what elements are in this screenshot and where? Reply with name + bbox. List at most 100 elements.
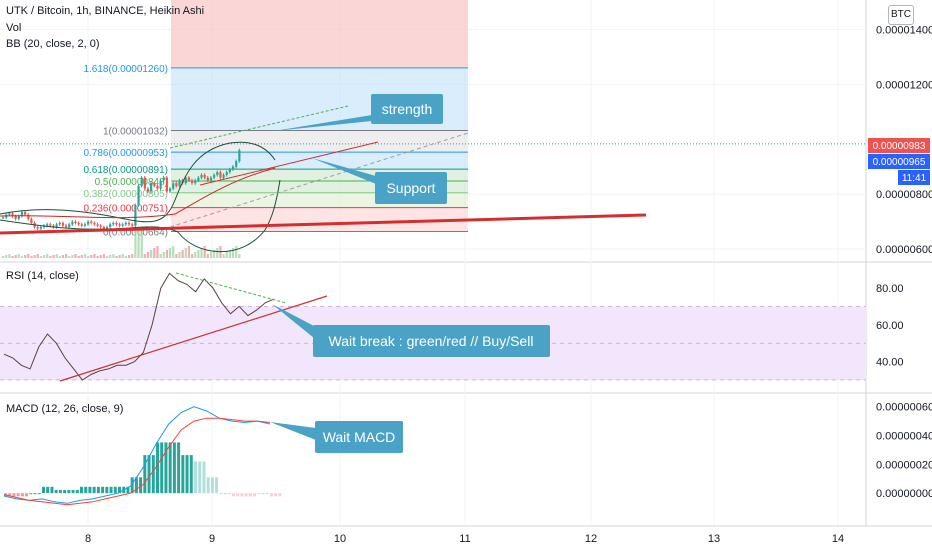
volume-bar — [222, 254, 225, 258]
volume-bar — [27, 254, 30, 258]
macd-histogram-bar — [134, 477, 138, 494]
volume-bar — [87, 256, 90, 258]
volume-bar — [83, 254, 87, 258]
x-tick-label: 11 — [459, 533, 470, 545]
volume-bar — [8, 254, 11, 258]
macd-histogram-bar — [54, 489, 58, 494]
volume-bar — [61, 255, 65, 258]
fib-level-label: 0.382(0.00000805) — [83, 189, 168, 200]
macd-histogram-bar — [96, 486, 100, 494]
candle-body — [162, 177, 165, 181]
candle-body — [109, 224, 112, 228]
candle-body — [121, 224, 124, 226]
macd-histogram-bar — [261, 493, 265, 495]
macd-histogram-bar — [8, 493, 12, 497]
x-tick-label: 12 — [585, 533, 597, 545]
volume-bar — [165, 250, 168, 258]
volume-bar — [105, 256, 109, 258]
macd-histogram-bar — [240, 493, 244, 497]
candle-body — [87, 221, 90, 225]
macd-callout[interactable]: Wait MACD — [270, 421, 403, 453]
volume-bar — [55, 254, 58, 258]
volume-bar — [58, 256, 61, 258]
candle-body — [197, 177, 200, 181]
candle-body — [124, 222, 128, 225]
fib-zone-extension — [171, 0, 468, 68]
macd-histogram-bar — [270, 493, 273, 497]
rsi-callout-box — [313, 325, 550, 357]
macd-line — [3, 406, 271, 504]
volume-bar — [102, 254, 105, 258]
macd-histogram-bar — [50, 486, 54, 494]
macd-histogram-bar — [232, 493, 235, 497]
volume-bar — [143, 254, 146, 258]
candle-body — [131, 224, 134, 226]
macd-callout-box — [315, 421, 403, 453]
last-price-value: 0.00000983 — [873, 141, 926, 152]
rsi-resistance-trendline — [175, 272, 287, 304]
macd-legend[interactable]: MACD (12, 26, close, 9) — [6, 403, 124, 415]
rsi-callout[interactable]: Wait break : green/red // Buy/Sell — [272, 304, 550, 357]
volume-bar — [153, 248, 156, 258]
vol-legend[interactable]: Vol — [6, 22, 22, 34]
volume-bar — [33, 255, 36, 258]
candle-body — [140, 177, 143, 186]
volume-bar — [225, 252, 228, 258]
currency-badge[interactable]: BTC — [888, 5, 914, 25]
macd-histogram-bar — [274, 493, 278, 497]
candle-body — [206, 177, 209, 181]
symbol-legend[interactable]: UTK / Bitcoin, 1h, BINANCE, Heikin Ashi — [6, 5, 205, 17]
macd-histogram-bar — [84, 486, 88, 494]
volume-bar — [131, 254, 134, 258]
price-tick-label: 0.00000800 — [876, 189, 932, 201]
candle-body — [219, 172, 222, 178]
volume-bar — [150, 250, 153, 258]
candle-body — [128, 222, 131, 225]
macd-histogram-bar — [67, 489, 71, 494]
candle-body — [168, 188, 172, 192]
bb-basis — [0, 167, 276, 219]
rsi-legend[interactable]: RSI (14, close) — [6, 270, 79, 282]
volume-bar — [134, 228, 137, 258]
volume-bar — [175, 254, 178, 258]
candle-body — [80, 224, 83, 226]
fib-level-label: 0.236(0.00000751) — [83, 204, 168, 215]
price-tick-label: 0.00001200 — [876, 79, 932, 91]
candle-body — [194, 180, 197, 184]
macd-histogram-bar — [265, 493, 269, 495]
macd-pane — [3, 406, 282, 506]
volume-bar — [181, 250, 184, 258]
volume-bar — [46, 254, 49, 258]
support-callout[interactable]: Support — [312, 158, 447, 204]
volume-bar — [49, 256, 52, 258]
strength-callout[interactable]: strength — [274, 94, 443, 131]
macd-histogram-bar — [71, 489, 75, 494]
macd-tick-label: 0.00000020 — [876, 459, 932, 471]
volume-bar — [159, 254, 162, 258]
macd-histogram-bar — [172, 442, 176, 494]
macd-histogram-bar — [168, 442, 172, 494]
candle-body — [137, 185, 140, 206]
macd-histogram-bar — [118, 486, 121, 494]
x-tick-label: 9 — [209, 533, 215, 545]
candle-body — [39, 227, 42, 229]
strength-callout-pointer — [274, 115, 372, 131]
macd-histogram-bar — [151, 455, 155, 494]
candle-body — [99, 225, 102, 228]
macd-histogram-bar — [12, 493, 16, 497]
bb-legend[interactable]: BB (20, close, 2, 0) — [6, 38, 100, 50]
countdown-value: 11:41 — [902, 173, 927, 184]
volume-bar — [168, 248, 172, 258]
candle-body — [36, 227, 39, 229]
fib-level-label: 1(0.00001032) — [103, 126, 168, 137]
macd-histogram-bar — [139, 477, 143, 494]
volume-bar — [172, 246, 175, 258]
candle-body — [200, 174, 203, 178]
x-tick-label: 14 — [832, 533, 844, 545]
macd-histogram-bar — [244, 493, 248, 497]
volume-bar — [109, 255, 112, 258]
candle-body — [153, 183, 156, 186]
volume-bar — [52, 255, 55, 258]
volume-bar — [17, 254, 20, 258]
